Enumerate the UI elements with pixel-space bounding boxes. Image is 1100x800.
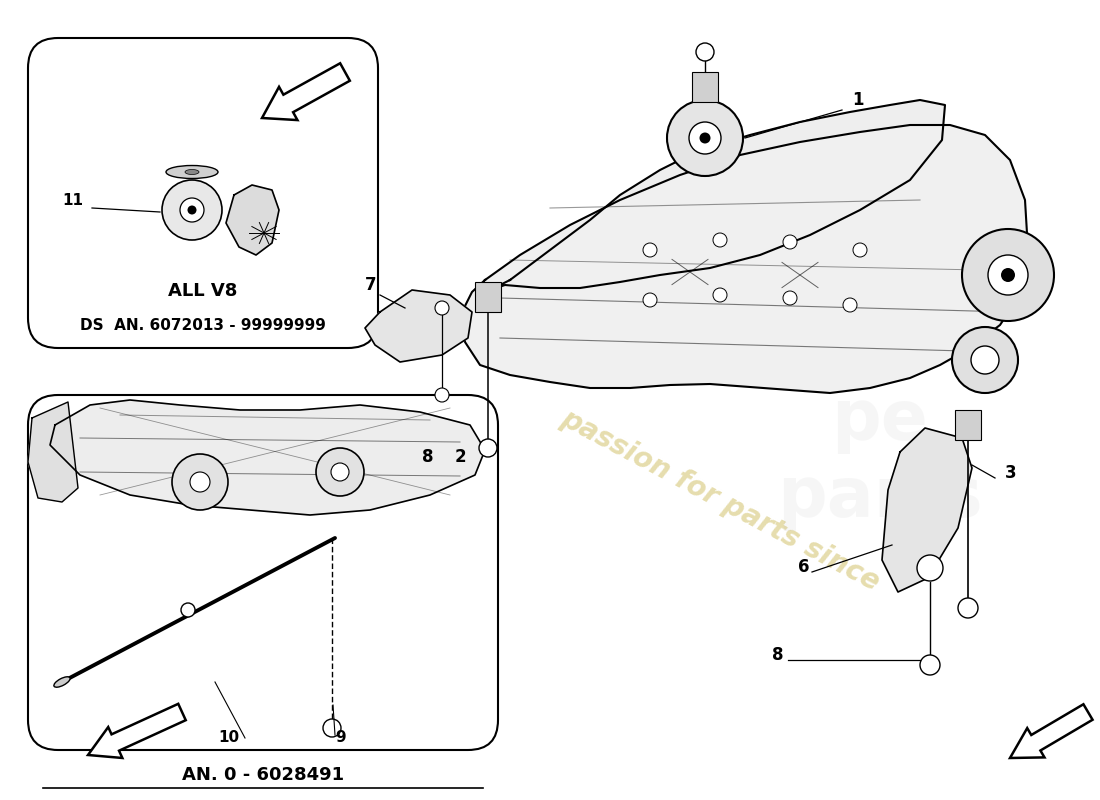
FancyBboxPatch shape [28, 395, 498, 750]
Circle shape [952, 327, 1018, 393]
Text: euro
pe
parts: euro pe parts [143, 436, 356, 664]
Circle shape [1001, 268, 1015, 282]
Text: euro
pe
parts: euro pe parts [778, 309, 982, 531]
Text: AN. 0 - 6028491: AN. 0 - 6028491 [182, 766, 344, 784]
Circle shape [971, 346, 999, 374]
Circle shape [700, 133, 711, 143]
Text: 2: 2 [455, 448, 466, 466]
Circle shape [713, 233, 727, 247]
Polygon shape [462, 125, 1028, 393]
Circle shape [988, 255, 1028, 295]
Polygon shape [262, 63, 350, 120]
Circle shape [713, 288, 727, 302]
Circle shape [434, 388, 449, 402]
Circle shape [331, 463, 349, 481]
Text: 8: 8 [772, 646, 783, 664]
Ellipse shape [54, 677, 70, 687]
Text: 7: 7 [365, 276, 376, 294]
Bar [955, 410, 981, 440]
Circle shape [187, 206, 197, 214]
Text: 11: 11 [62, 193, 82, 208]
Circle shape [190, 472, 210, 492]
Text: ALL V8: ALL V8 [168, 282, 238, 300]
Text: 1: 1 [852, 91, 864, 109]
Circle shape [689, 122, 720, 154]
Text: 3: 3 [1005, 464, 1016, 482]
Polygon shape [365, 290, 472, 362]
Circle shape [696, 43, 714, 61]
Text: 9: 9 [336, 730, 345, 745]
Circle shape [478, 439, 497, 457]
Text: 6: 6 [798, 558, 810, 576]
Bar [475, 282, 500, 312]
Ellipse shape [166, 166, 218, 178]
Circle shape [316, 448, 364, 496]
Circle shape [920, 655, 940, 675]
Text: 8: 8 [422, 448, 433, 466]
Circle shape [434, 301, 449, 315]
Circle shape [644, 293, 657, 307]
Circle shape [783, 235, 798, 249]
Circle shape [180, 198, 204, 222]
Circle shape [644, 243, 657, 257]
FancyBboxPatch shape [28, 38, 378, 348]
Circle shape [962, 229, 1054, 321]
Polygon shape [490, 100, 945, 290]
Circle shape [182, 603, 195, 617]
Circle shape [958, 598, 978, 618]
Circle shape [172, 454, 228, 510]
Polygon shape [226, 185, 279, 255]
Circle shape [852, 243, 867, 257]
Text: 10: 10 [218, 730, 239, 745]
Polygon shape [50, 400, 485, 515]
Polygon shape [28, 402, 78, 502]
Circle shape [917, 555, 943, 581]
Ellipse shape [185, 170, 199, 174]
Polygon shape [882, 428, 972, 592]
Circle shape [162, 180, 222, 240]
Circle shape [783, 291, 798, 305]
Circle shape [843, 298, 857, 312]
Polygon shape [1010, 704, 1092, 758]
Circle shape [323, 719, 341, 737]
Text: DS  AN. 6072013 - 99999999: DS AN. 6072013 - 99999999 [80, 318, 326, 333]
Polygon shape [88, 704, 186, 758]
Text: passion for parts since: passion for parts since [556, 404, 884, 596]
Bar [692, 72, 718, 102]
Circle shape [667, 100, 743, 176]
